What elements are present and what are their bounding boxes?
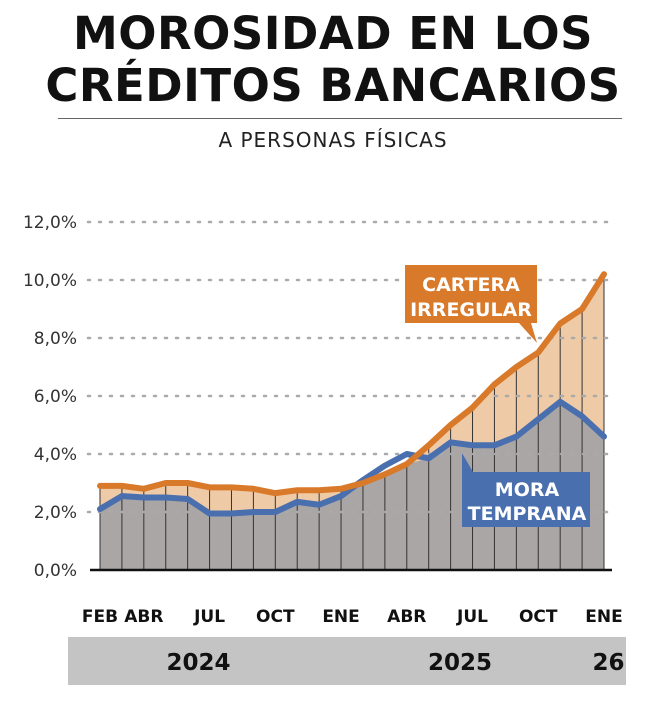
year-label: 2025 bbox=[428, 650, 492, 676]
x-tick-label: ABR bbox=[387, 607, 426, 627]
year-label: 2024 bbox=[167, 650, 231, 676]
x-tick-label: JUL bbox=[193, 607, 225, 627]
y-tick-label: 2,0% bbox=[34, 503, 77, 523]
year-bar bbox=[328, 637, 593, 685]
title-line-2: CRÉDITOS BANCARIOS bbox=[45, 59, 621, 112]
y-tick-label: 0,0% bbox=[34, 561, 77, 581]
subtitle: A PERSONAS FÍSICAS bbox=[218, 128, 448, 152]
x-tick-label: JUL bbox=[456, 607, 488, 627]
cartera-label-line2: IRREGULAR bbox=[410, 299, 532, 321]
x-tick-label: OCT bbox=[519, 607, 558, 627]
title-divider bbox=[58, 118, 622, 119]
year-bar bbox=[68, 637, 330, 685]
cartera-label-box bbox=[405, 265, 537, 343]
mora-label-line2: TEMPRANA bbox=[468, 503, 587, 525]
mora-area bbox=[100, 401, 604, 570]
y-tick-label: 12,0% bbox=[23, 213, 77, 233]
y-tick-label: 6,0% bbox=[34, 387, 77, 407]
x-tick-label: ABR bbox=[124, 607, 163, 627]
x-tick-label: ENE bbox=[585, 607, 622, 627]
year-bar bbox=[591, 637, 626, 685]
y-tick-label: 10,0% bbox=[23, 271, 77, 291]
x-tick-label: OCT bbox=[256, 607, 295, 627]
y-tick-label: 8,0% bbox=[34, 329, 77, 349]
title-line-1: MOROSIDAD EN LOS bbox=[72, 7, 594, 60]
cartera-irregular-line bbox=[97, 271, 607, 497]
mora-label-line1: MORA bbox=[495, 479, 560, 501]
year-label: 26 bbox=[592, 650, 624, 676]
cartera-label-line1: CARTERA bbox=[422, 274, 520, 296]
x-tick-label: FEB bbox=[82, 607, 118, 627]
x-tick-label: ENE bbox=[322, 607, 359, 627]
y-tick-label: 4,0% bbox=[34, 445, 77, 465]
mora-label-box bbox=[462, 453, 590, 527]
